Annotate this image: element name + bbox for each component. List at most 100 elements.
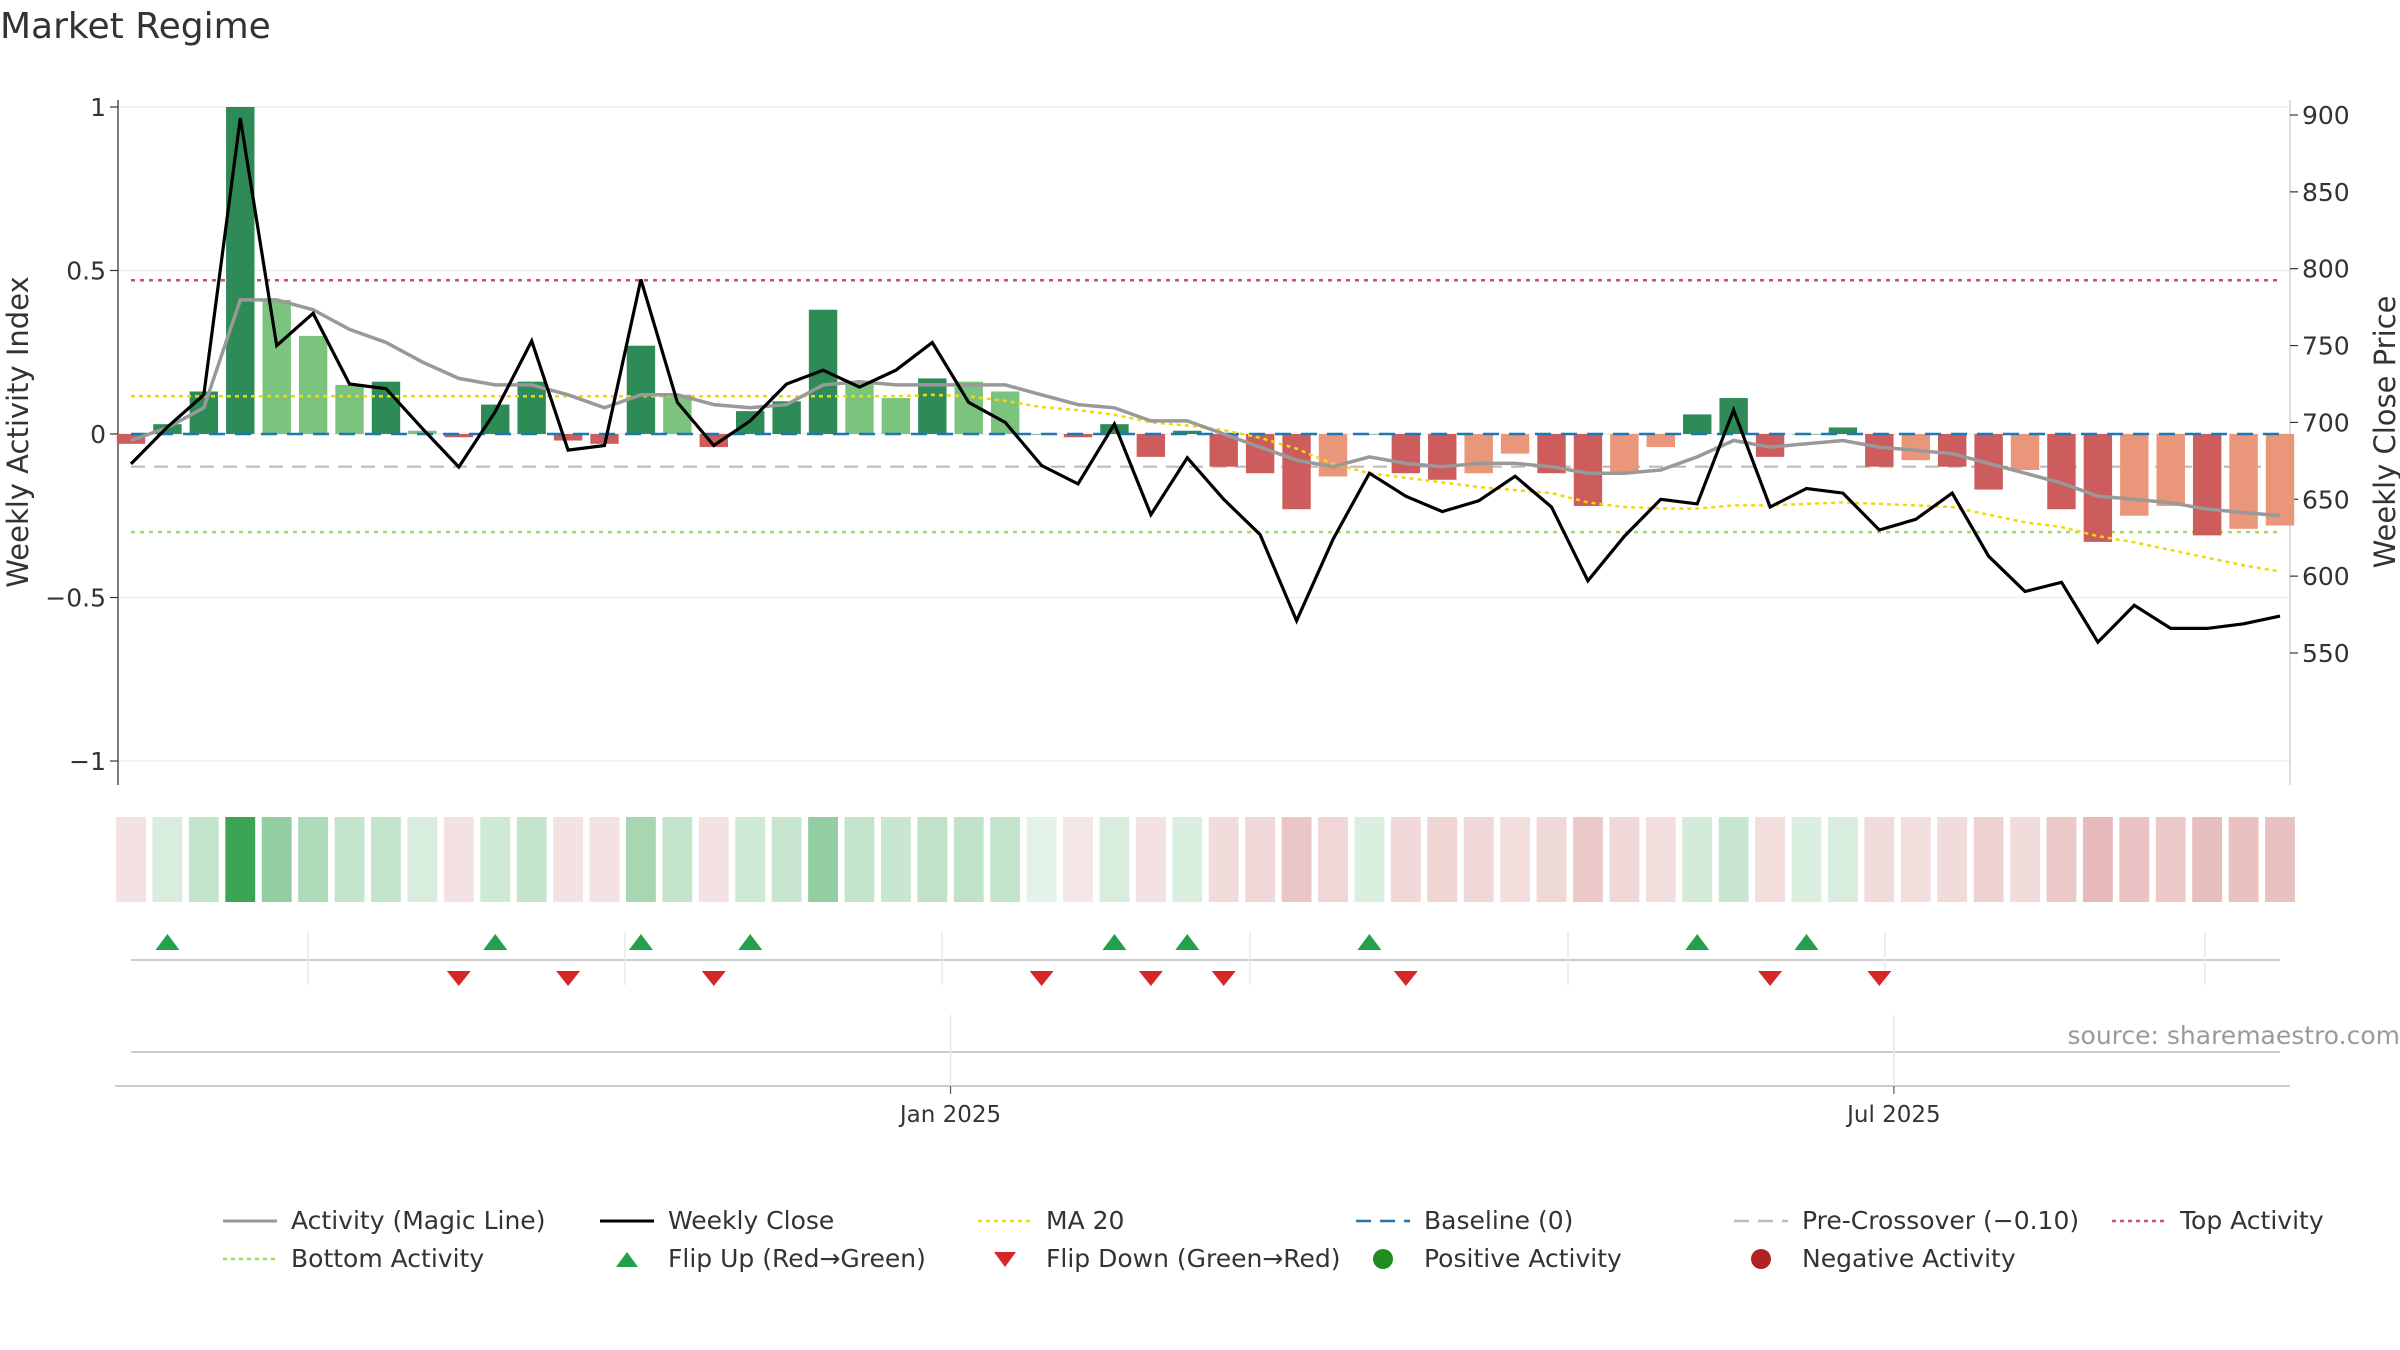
- activity-bar: [2083, 434, 2113, 542]
- chart-title: Market Regime: [0, 6, 271, 47]
- strip-cell: [371, 817, 401, 902]
- activity-bar: [1901, 434, 1930, 461]
- strip-cell: [1791, 817, 1822, 902]
- strip-cell: [1463, 817, 1494, 902]
- strip-cell: [1573, 817, 1603, 902]
- strip-cell: [1609, 817, 1640, 902]
- flip-down-marker: [556, 971, 581, 986]
- strip-cell: [1281, 817, 1312, 902]
- activity-bar: [2120, 434, 2149, 516]
- activity-bar: [1865, 434, 1894, 467]
- activity-bar: [1355, 434, 1384, 435]
- strip-cell: [2119, 817, 2150, 902]
- source-label: source: sharemaestro.com: [2067, 1021, 2400, 1050]
- activity-bar: [1063, 434, 1093, 438]
- activity-bar: [1209, 434, 1238, 467]
- strip-cell: [2228, 817, 2259, 902]
- strip-cell: [1827, 817, 1858, 902]
- strip-cell: [2155, 817, 2186, 902]
- activity-bar: [1610, 434, 1639, 474]
- activity-bar: [845, 381, 874, 434]
- flip-up-marker: [1685, 934, 1710, 950]
- strip-cell: [1755, 817, 1786, 902]
- flip-down-marker: [446, 971, 471, 986]
- activity-bar: [1173, 430, 1202, 434]
- flip-up-marker: [483, 934, 508, 950]
- strip-cell: [1172, 817, 1203, 902]
- strip-cell: [1682, 817, 1713, 902]
- magic-line: [130, 298, 2281, 518]
- activity-bar: [1937, 434, 1967, 467]
- strip-cell: [1864, 817, 1895, 902]
- activity-bar: [262, 299, 291, 434]
- activity-bar: [1828, 427, 1858, 434]
- y-tick-label: 1: [90, 93, 106, 122]
- y-right-tick-label: 550: [2302, 639, 2350, 668]
- activity-bar: [1719, 398, 1748, 434]
- flip-up-marker: [1175, 934, 1200, 950]
- y-right-tick-label: 800: [2302, 255, 2350, 284]
- strip-cell: [880, 817, 911, 902]
- y-right-tick-label: 850: [2302, 178, 2350, 207]
- strip-cell: [1500, 817, 1531, 902]
- y-right-tick-label: 700: [2302, 408, 2350, 437]
- strip-cell: [2046, 817, 2077, 902]
- flip-up-marker: [155, 934, 180, 950]
- activity-bar: [553, 434, 583, 441]
- strip-cell: [1245, 817, 1276, 902]
- strip-cell: [1135, 817, 1166, 902]
- y-tick-label: 0.5: [66, 257, 106, 286]
- flip-up-marker: [628, 934, 653, 950]
- strip-cell: [1536, 817, 1567, 902]
- strip-cell: [261, 817, 292, 902]
- activity-bar: [1428, 434, 1457, 480]
- activity-bar: [408, 430, 437, 434]
- activity-bar: [918, 378, 947, 434]
- y-right-tick-label: 900: [2302, 101, 2350, 130]
- weekly-close-line: [129, 117, 2281, 645]
- strip-cell: [480, 817, 511, 902]
- strip-cell: [953, 817, 984, 902]
- strip-cell: [298, 817, 329, 902]
- activity-bar: [2010, 434, 2040, 470]
- flip-down-marker: [1393, 971, 1418, 986]
- y-right-tick-label: 750: [2302, 332, 2350, 361]
- activity-bar: [1646, 434, 1676, 448]
- activity-bar: [1391, 434, 1421, 474]
- strip-cell: [662, 817, 693, 902]
- flip-up-marker: [1794, 934, 1819, 950]
- y-right-tick-label: 650: [2302, 485, 2350, 514]
- strip-cell: [1900, 817, 1931, 902]
- strip-cell: [844, 817, 875, 902]
- flip-up-marker: [1357, 934, 1382, 950]
- activity-bar: [335, 384, 364, 434]
- strip-cell: [1026, 817, 1057, 902]
- activity-bar: [226, 107, 255, 434]
- y-axis-label: Weekly Activity Index: [1, 276, 35, 587]
- activity-bar: [1318, 434, 1348, 477]
- strip-cell: [2010, 817, 2040, 902]
- strip-cell: [2192, 817, 2223, 902]
- strip-cell: [188, 817, 219, 902]
- strip-cell: [808, 817, 838, 902]
- y-right-axis-label: Weekly Close Price: [2368, 296, 2400, 569]
- strip-cell: [625, 817, 656, 902]
- strip-cell: [735, 817, 766, 902]
- strip-cell: [1937, 817, 1968, 902]
- activity-bar: [1245, 434, 1275, 474]
- activity-bar: [1500, 434, 1530, 454]
- strip-cell: [116, 817, 146, 902]
- activity-bar: [1100, 424, 1129, 434]
- strip-cell: [152, 817, 183, 902]
- flip-up-marker: [1102, 934, 1127, 950]
- strip-cell: [443, 817, 474, 902]
- strip-cell: [1063, 817, 1093, 902]
- strip-cell: [334, 817, 365, 902]
- strip-cell: [1973, 817, 2004, 902]
- strip-cell: [1718, 817, 1749, 902]
- strip-cell: [771, 817, 802, 902]
- activity-bar: [1683, 414, 1712, 434]
- activity-bar: [1136, 434, 1166, 457]
- activity-bar: [517, 381, 546, 434]
- x-tick-label: Jan 2025: [898, 1102, 1001, 1128]
